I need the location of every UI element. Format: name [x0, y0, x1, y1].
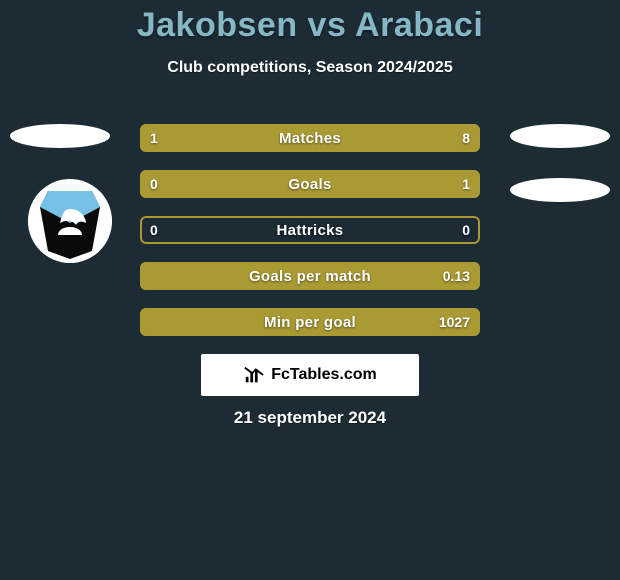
stat-label: Hattricks	[140, 216, 480, 244]
comparison-infographic: Jakobsen vs Arabaci Club competitions, S…	[0, 0, 620, 580]
club-shield-icon	[28, 179, 112, 263]
stat-right-value: 1027	[439, 308, 470, 336]
stat-left-value: 0	[150, 170, 158, 198]
left-club-logo	[28, 179, 112, 263]
stat-label: Goals	[140, 170, 480, 198]
stat-row: Goals0 1	[140, 170, 480, 198]
page-title: Jakobsen vs Arabaci	[0, 0, 620, 45]
stat-right-value: 8	[462, 124, 470, 152]
stat-row: Matches1 8	[140, 124, 480, 152]
stat-right-value: 0.13	[443, 262, 470, 290]
brand-text: FcTables.com	[271, 366, 377, 384]
stat-right-value: 0	[462, 216, 470, 244]
subtitle: Club competitions, Season 2024/2025	[0, 59, 620, 77]
stat-label: Matches	[140, 124, 480, 152]
date-text: 21 september 2024	[0, 408, 620, 428]
stat-right-value: 1	[462, 170, 470, 198]
left-player-ellipse	[10, 124, 110, 148]
right-player-ellipse-2	[510, 178, 610, 202]
stat-row: Hattricks0 0	[140, 216, 480, 244]
brand-box: FcTables.com	[201, 354, 419, 396]
stat-label: Min per goal	[140, 308, 480, 336]
right-player-ellipse-1	[510, 124, 610, 148]
stat-row: Goals per match0.13	[140, 262, 480, 290]
bars-chart-icon	[243, 364, 265, 386]
stat-bars: Matches18Goals01Hattricks00Goals per mat…	[140, 124, 480, 354]
stat-left-value: 0	[150, 216, 158, 244]
stat-left-value: 1	[150, 124, 158, 152]
stat-row: Min per goal1027	[140, 308, 480, 336]
stat-label: Goals per match	[140, 262, 480, 290]
